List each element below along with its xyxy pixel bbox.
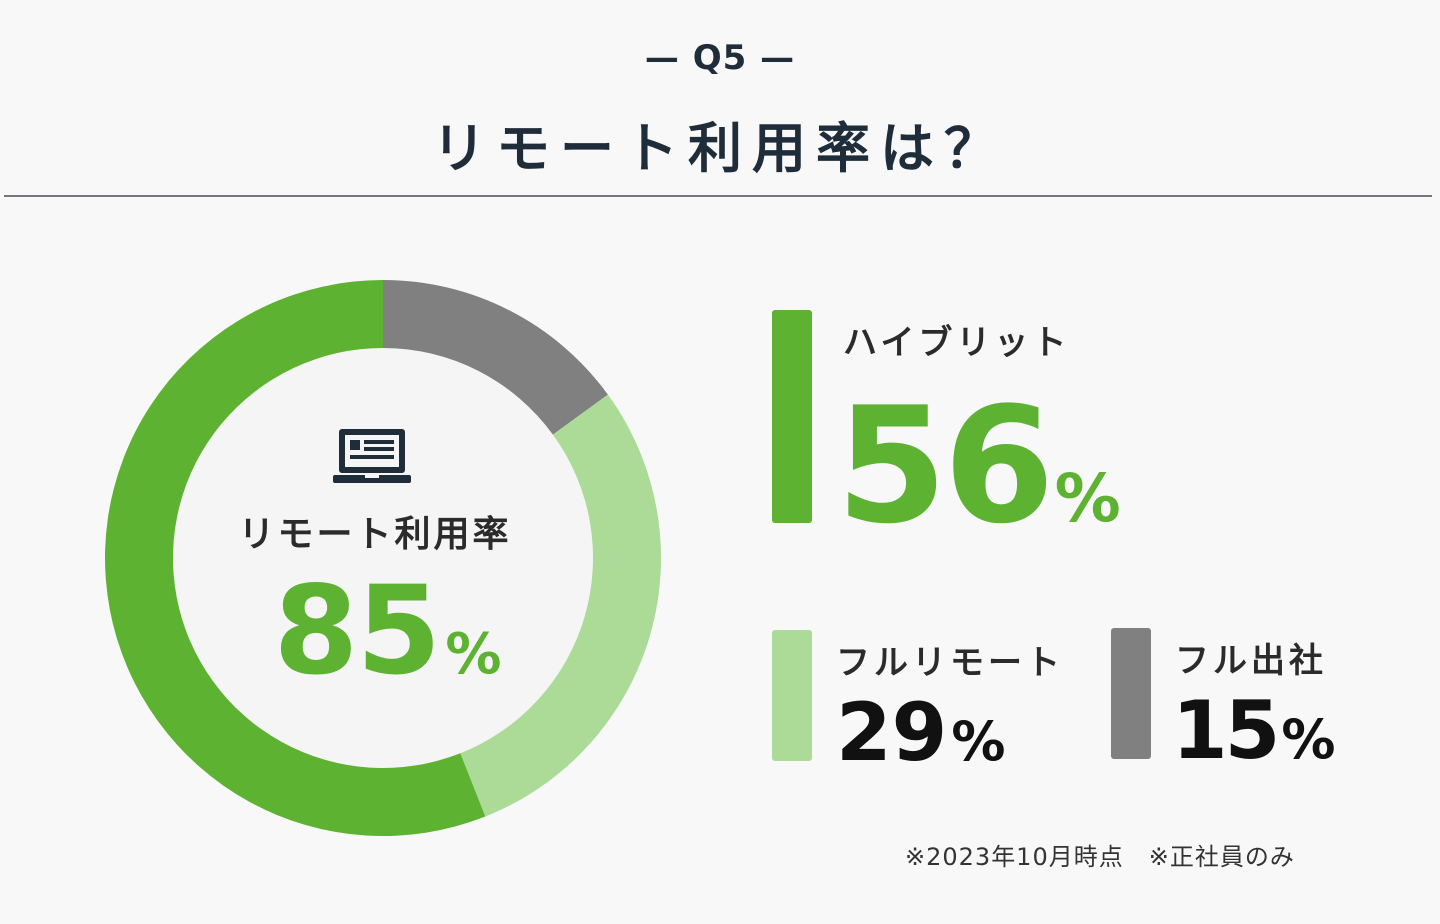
center-value-unit: % — [445, 622, 502, 687]
page-title: リモート利用率は？ — [432, 117, 1008, 180]
title-divider — [4, 195, 1432, 197]
laptop-icon — [333, 429, 411, 483]
donut-slice-full-remote — [460, 394, 661, 817]
legend-value-hybrid-unit: % — [1054, 460, 1121, 537]
legend-label-full-office: フル出社 — [1175, 641, 1327, 681]
question-number: — Q5 — — [644, 38, 796, 78]
legend-value-full-office: 15% — [1172, 684, 1335, 777]
legend-value-full-remote-unit: % — [951, 710, 1006, 773]
legend-value-full-office-number: 15 — [1172, 684, 1280, 777]
legend-value-hybrid: 56% — [836, 372, 1121, 559]
center-value-number: 85 — [273, 560, 442, 702]
donut-slice-hybrid — [105, 280, 486, 836]
legend-value-full-remote: 29% — [836, 686, 1005, 779]
donut-center — [173, 348, 593, 768]
legend-label-hybrid: ハイブリット — [843, 323, 1071, 363]
legend-value-full-remote-number: 29 — [836, 686, 948, 779]
center-label: リモート利用率 — [238, 514, 512, 555]
footnote: ※2023年10月時点 ※正社員のみ — [905, 843, 1295, 871]
legend-value-full-office-unit: % — [1281, 708, 1336, 771]
center-value: 85% — [200, 560, 575, 702]
legend-bar-hybrid — [772, 310, 812, 523]
legend-value-hybrid-number: 56 — [836, 372, 1055, 559]
legend-bar-full-office — [1111, 628, 1151, 759]
legend-bar-full-remote — [772, 630, 812, 761]
donut-slice-full-office — [383, 280, 608, 435]
legend-label-full-remote: フルリモート — [836, 643, 1064, 683]
